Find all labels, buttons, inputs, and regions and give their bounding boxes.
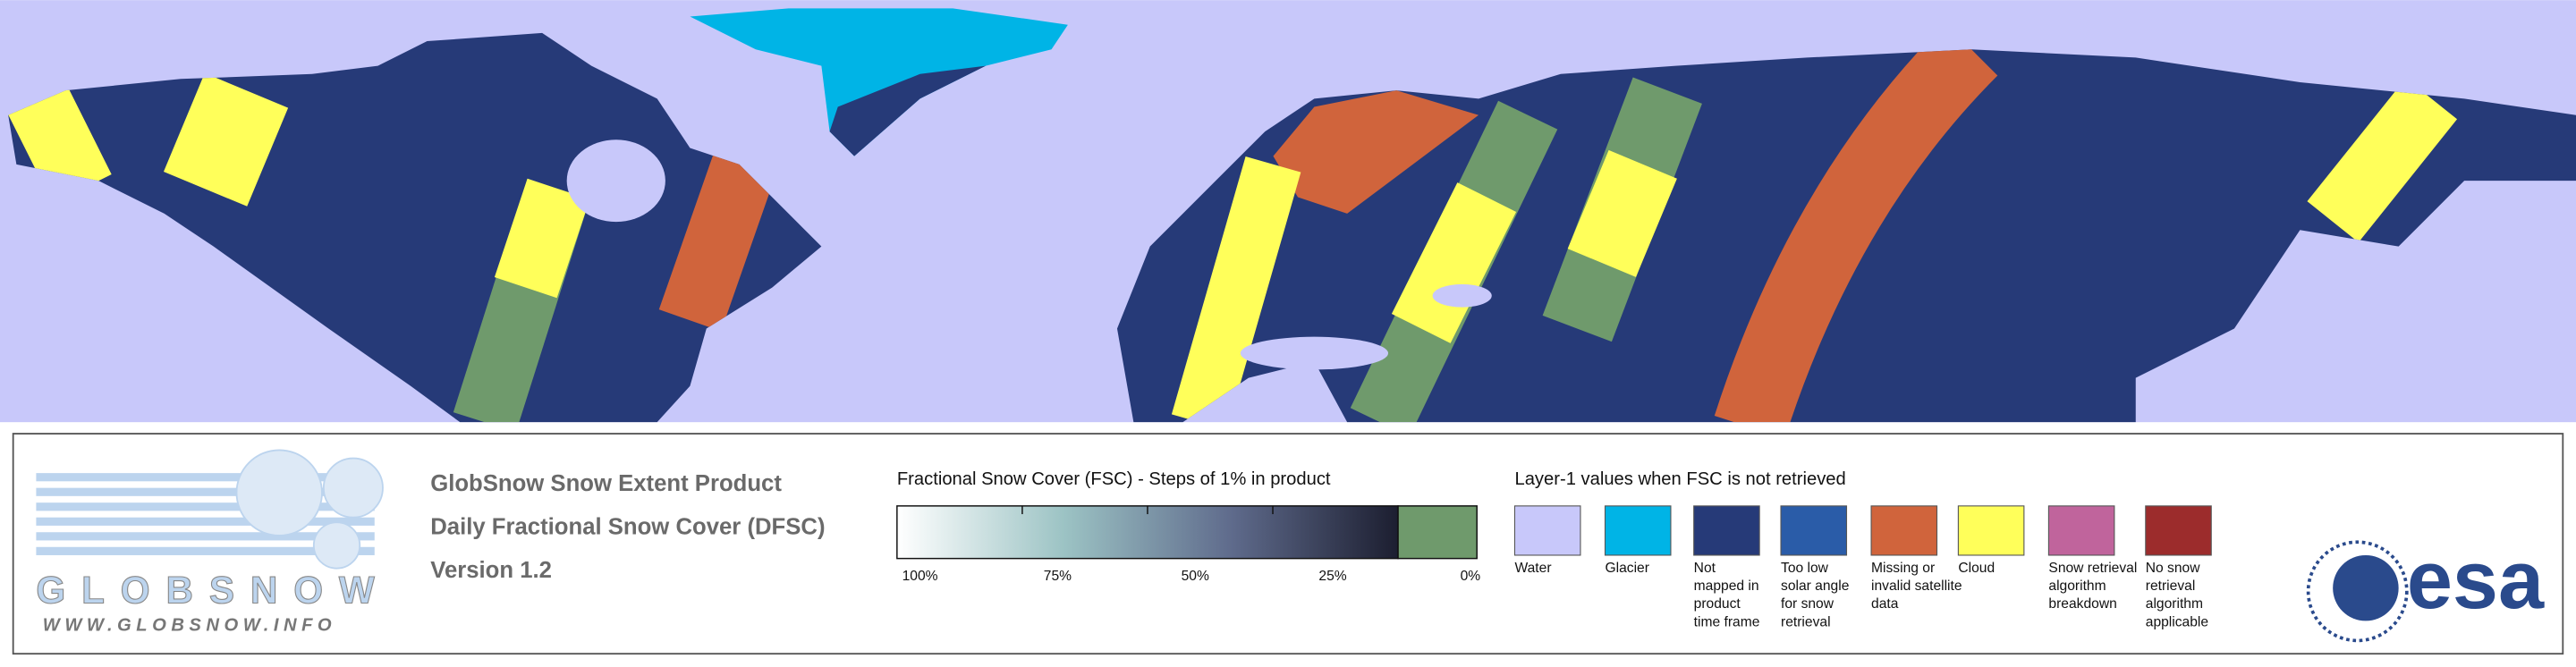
layer1-label: algorithm	[2146, 596, 2203, 612]
layer1-label: time frame	[1694, 614, 1760, 629]
colorbar-no-snow	[1397, 505, 1478, 560]
layer1-label: Glacier	[1605, 561, 1648, 576]
layer1-label: solar angle	[1781, 578, 1849, 594]
layer1-label: for snow	[1781, 596, 1835, 612]
layer1-label: product	[1694, 596, 1741, 612]
esa-logo: esa	[2407, 535, 2545, 626]
layer1-swatch	[1513, 505, 1581, 556]
layer1-swatch	[1870, 505, 1938, 556]
layer1-label: data	[1871, 596, 1899, 612]
layer1-label: No snow	[2146, 561, 2200, 576]
layer1-label: retrieval	[1781, 614, 1831, 629]
layer1-label: invalid satellite	[1871, 578, 1962, 594]
layer1-label: applicable	[2146, 614, 2208, 629]
layer1-swatch	[1780, 505, 1848, 556]
hudson-bay	[566, 139, 665, 223]
layer1-swatch	[2145, 505, 2212, 556]
layer1-label: mapped in	[1694, 578, 1759, 594]
colorbar-title: Fractional Snow Cover (FSC) - Steps of 1…	[897, 469, 1331, 489]
layer1-title: Layer-1 values when FSC is not retrieved	[1514, 469, 1845, 489]
greenland	[690, 8, 1068, 156]
logo-stripes	[36, 449, 384, 570]
layer1-label: breakdown	[2048, 596, 2116, 612]
colorbar	[896, 505, 1399, 560]
colorbar-tick-label: 25%	[1318, 569, 1346, 584]
esa-globe	[2306, 540, 2409, 643]
layer1-label: Water	[1514, 561, 1551, 576]
colorbar-tick-label: 100%	[902, 569, 938, 584]
layer1-swatch	[2047, 505, 2115, 556]
legend-panel: GLOBSNOW WWW.GLOBSNOW.INFO Fractional Sn…	[12, 433, 2564, 655]
layer1-label: retrieval	[2146, 578, 2196, 594]
layer1-label: Missing or	[1871, 561, 1935, 576]
layer1-label: Cloud	[1958, 561, 1995, 576]
colorbar-tick-label: 50%	[1182, 569, 1209, 584]
header-line: Daily Fractional Snow Cover (DFSC)	[430, 514, 825, 539]
greenland-south	[829, 65, 987, 156]
black-sea	[1432, 283, 1492, 308]
layer1-label: algorithm	[2048, 578, 2106, 594]
layer1-label: Not	[1694, 561, 1716, 576]
map	[0, 0, 2576, 423]
header-line: Version 1.2	[430, 558, 552, 583]
layer1-swatch	[1693, 505, 1760, 556]
layer1-swatch	[1604, 505, 1672, 556]
swaths	[8, 32, 2458, 423]
layer1-label: Too low	[1781, 561, 1829, 576]
esa-globe-core	[2333, 554, 2399, 621]
mediterranean	[1240, 336, 1389, 370]
colorbar-tick-label: 0%	[1461, 569, 1481, 584]
colorbar-tick-label: 75%	[1044, 569, 1072, 584]
layer1-swatch	[1957, 505, 2025, 556]
header-line: GlobSnow Snow Extent Product	[430, 471, 782, 496]
layer1-label: Snow retrieval	[2048, 561, 2137, 576]
logo-url: WWW.GLOBSNOW.INFO	[43, 615, 336, 635]
panel-border	[12, 433, 2564, 655]
